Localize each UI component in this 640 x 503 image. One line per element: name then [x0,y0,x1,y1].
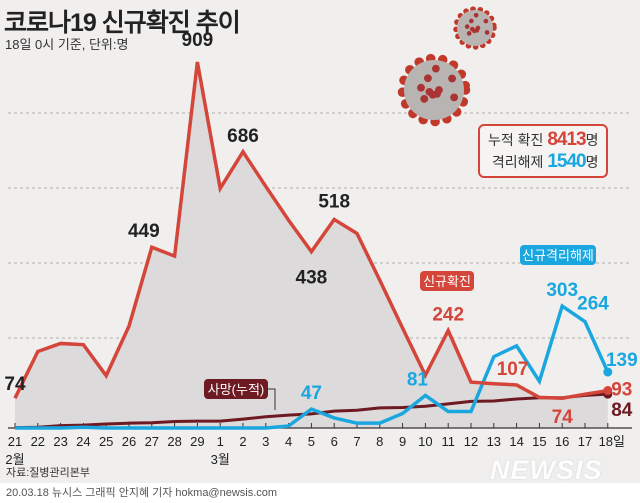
x-tick-label: 8 [376,434,383,449]
x-tick-label: 23 [53,434,67,449]
x-tick-label: 25 [99,434,113,449]
data-label: 449 [128,221,160,242]
x-tick-label: 15 [532,434,546,449]
virus-body [457,10,493,46]
series-tag-deaths-bg [204,379,268,399]
x-tick-label: 24 [76,434,90,449]
data-label: 686 [227,126,259,147]
x-tick-label: 17 [578,434,592,449]
data-label: 264 [577,294,609,315]
end-marker [603,386,613,396]
virus-icon [397,53,471,127]
newsis-watermark: NEWSIS [490,455,603,485]
x-tick-label: 29 [190,434,204,449]
virus-dot [448,74,457,83]
data-label: 81 [407,369,429,390]
x-tick-label: 4 [285,434,292,449]
x-tick-label: 2 [239,434,246,449]
x-tick-label: 9 [399,434,406,449]
cumulative-value: 8413 [547,129,586,150]
x-tick-label: 12 [464,434,478,449]
x-tick-label: 26 [122,434,136,449]
series-tag-released: 신규격리해제 [522,248,594,263]
data-label: 909 [182,30,214,51]
subtitle: 18일 0시 기준, 단위:명 [5,37,129,52]
leader-line [268,388,276,410]
virus-dot [420,95,429,103]
x-tick-label: 27 [145,434,159,449]
series-tag-deaths: 사망(누적) [208,382,265,397]
virus-dot [431,64,440,73]
data-label: 84 [611,400,633,421]
x-tick-label: 28 [167,434,181,449]
virus-dot [469,26,475,32]
x-tick-label: 1 [217,434,224,449]
x-tick-label: 16 [555,434,569,449]
month-label: 2월 [5,452,24,467]
summary-box: 누적 확진 8413명 격리해제 1540명 [478,124,609,178]
footer: 20.03.18 뉴시스 그래픽 안지혜 기자 hokma@newsis.com [0,483,640,503]
data-label: 93 [611,380,632,401]
virus-dot [464,24,470,29]
cumulative-label: 누적 확진 [488,132,544,148]
virus-dot [425,87,434,96]
x-tick-label: 6 [331,434,338,449]
released-label: 격리해제 [491,154,544,170]
x-tick-label: 3 [262,434,269,449]
virus-dot [483,18,489,24]
page-title: 코로나19 신규확진 추이 [4,9,241,37]
x-tick-label: 22 [31,434,45,449]
source: 자료:질병관리본부 [6,467,91,479]
x-tick-label: 21 [8,434,22,449]
end-marker [603,367,613,377]
x-tick-label: 18일 [599,434,625,449]
virus-dot [469,18,474,24]
virus-dot [450,93,459,102]
series-tag-confirmed-bg [420,271,474,291]
virus-dot [417,83,425,92]
series-tag-confirmed: 신규확진 [423,274,471,289]
virus-icon [453,6,497,50]
data-label: 518 [318,191,350,212]
x-tick-label: 7 [353,434,360,449]
data-label: 139 [606,350,638,371]
x-tick-label: 13 [487,434,501,449]
series-tag-released-bg [520,245,596,265]
x-tick-label: 10 [418,434,432,449]
month-label: 3월 [211,452,230,467]
unit: 명 [585,132,599,148]
data-label: 438 [296,268,328,289]
virus-dot [466,31,472,36]
x-tick-label: 5 [308,434,315,449]
virus-dot [473,12,479,18]
data-label: 74 [552,407,574,428]
unit: 명 [585,154,599,170]
data-label: 242 [432,305,464,326]
data-label: 303 [546,280,578,301]
virus-dot [424,74,432,83]
virus-body [404,60,464,120]
x-tick-label: 11 [441,434,455,449]
virus-dot [484,30,490,35]
data-label: 47 [301,383,322,404]
x-tick-label: 14 [509,434,523,449]
released-value: 1540 [547,151,586,172]
confirmed-area [15,62,608,428]
data-label: 107 [497,359,529,380]
data-label: 74 [4,374,26,395]
